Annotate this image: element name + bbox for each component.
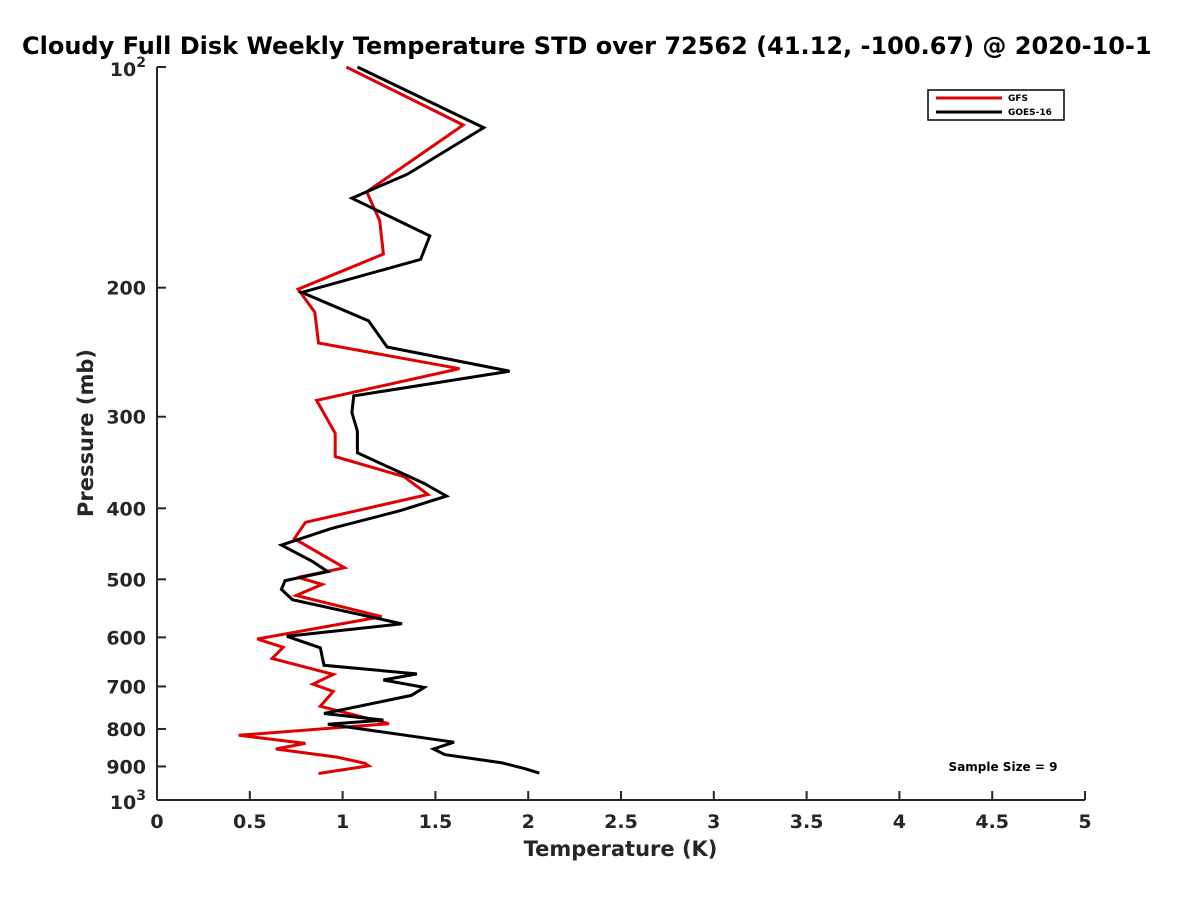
x-tick-label: 4.5 bbox=[975, 811, 1009, 833]
x-tick-label: 2.5 bbox=[604, 811, 638, 833]
legend-box bbox=[927, 89, 1065, 121]
y-axis-label: Pressure (mb) bbox=[74, 349, 98, 517]
legend-entry: GFS bbox=[1008, 94, 1028, 104]
x-tick-label: 4 bbox=[893, 811, 906, 833]
x-tick-label: 3 bbox=[707, 811, 720, 833]
y-tick-label: 900 bbox=[106, 756, 146, 778]
y-tick-label: 103 bbox=[110, 788, 146, 814]
chart-title: Cloudy Full Disk Weekly Temperature STD … bbox=[22, 32, 1152, 60]
y-tick-exponent: 2 bbox=[136, 55, 146, 71]
y-tick-label: 500 bbox=[106, 569, 146, 591]
x-tick-label: 1 bbox=[336, 811, 349, 833]
y-tick-exponent: 3 bbox=[136, 788, 146, 804]
x-tick-label: 2 bbox=[522, 811, 535, 833]
legend: GFS GOES-16 bbox=[927, 89, 1065, 121]
y-tick-label: 300 bbox=[106, 407, 146, 429]
sample-size-annotation: Sample Size = 9 bbox=[949, 760, 1058, 774]
legend-entry: GOES-16 bbox=[1008, 108, 1052, 118]
y-tick-label: 700 bbox=[106, 676, 146, 698]
x-axis: 0 0.5 1 1.5 2 2.5 3 3.5 4 4.5 5 bbox=[150, 791, 1092, 833]
series-line-goes-16 bbox=[277, 65, 540, 775]
y-tick-label: 600 bbox=[106, 627, 146, 649]
y-tick-label: 200 bbox=[106, 278, 146, 300]
y-tick-label: 800 bbox=[106, 719, 146, 741]
x-tick-label: 0 bbox=[150, 811, 163, 833]
y-tick-label: 102 bbox=[110, 55, 146, 81]
x-tick-label: 0.5 bbox=[233, 811, 267, 833]
y-tick-label: 400 bbox=[106, 498, 146, 520]
series-line-gfs bbox=[238, 65, 467, 775]
y-tick-base: 10 bbox=[110, 59, 136, 81]
plot-area bbox=[238, 65, 540, 775]
y-tick-base: 10 bbox=[110, 792, 136, 814]
x-tick-label: 3.5 bbox=[790, 811, 824, 833]
x-tick-label: 5 bbox=[1078, 811, 1091, 833]
x-axis-label: Temperature (K) bbox=[524, 837, 718, 861]
x-tick-label: 1.5 bbox=[419, 811, 453, 833]
